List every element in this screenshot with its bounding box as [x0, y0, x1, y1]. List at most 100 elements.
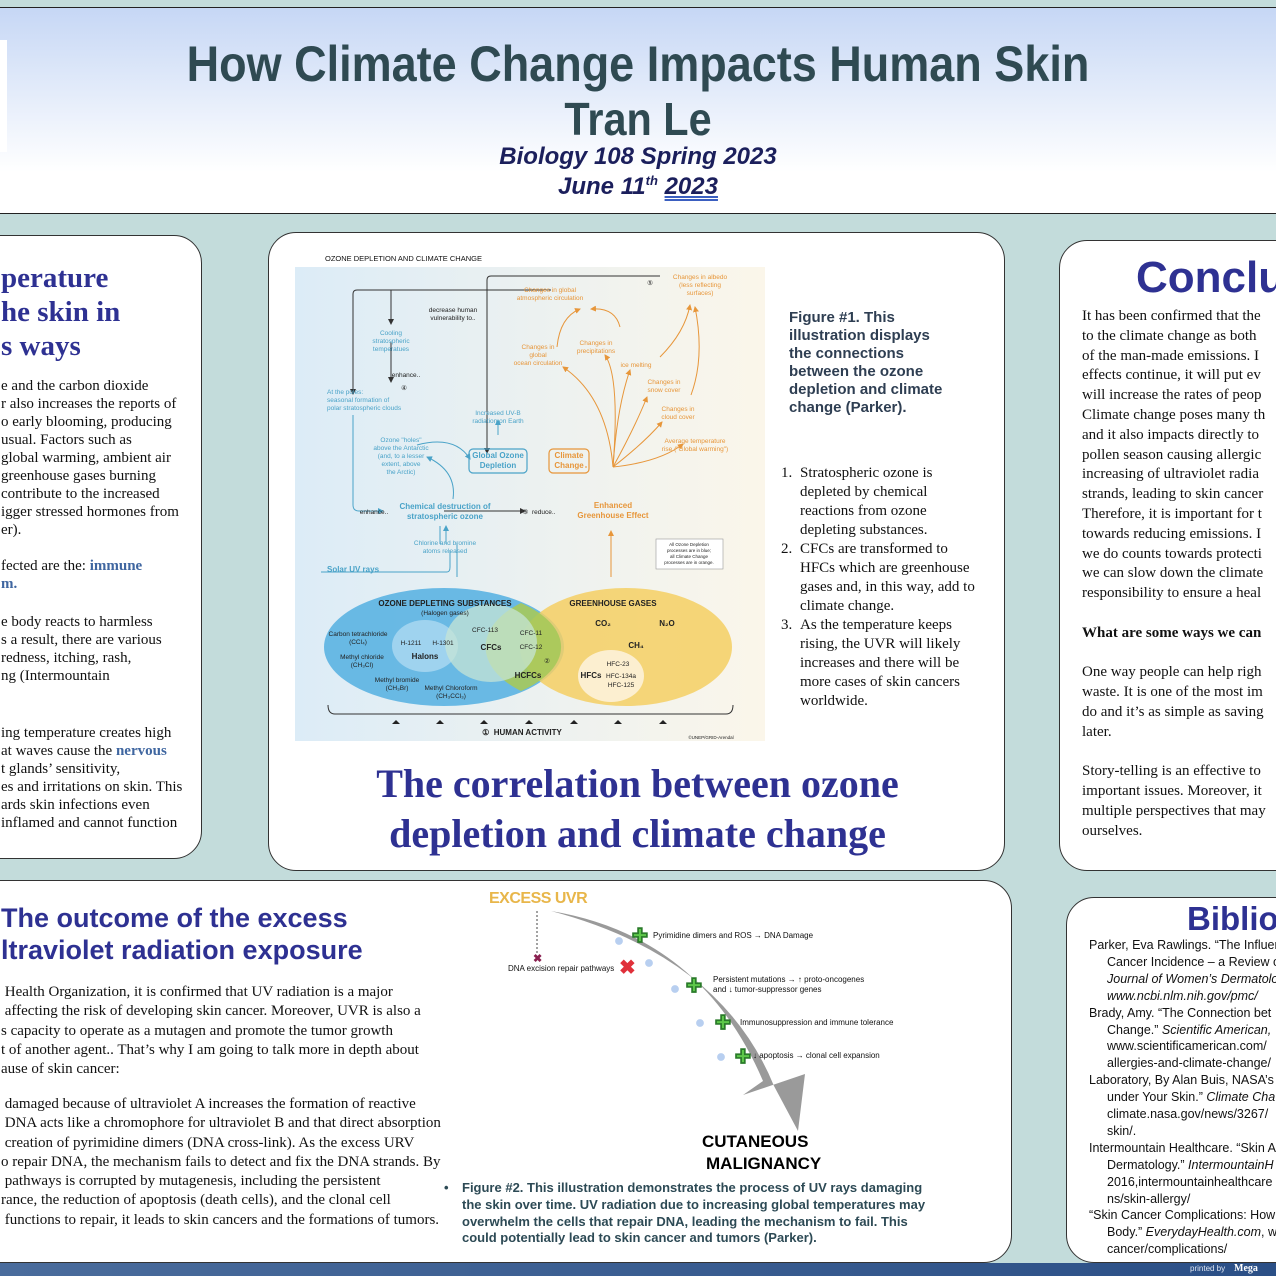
body-line: to the climate change as both [1082, 327, 1257, 344]
body-line: at waves cause the nervous [1, 743, 167, 760]
step-dots [613, 935, 727, 1063]
diagram-label-halons: Halons [411, 652, 439, 661]
citation-line: Dermatology.” IntermountainH [1107, 1158, 1274, 1172]
diagram-label-decrease: decrease human vulnerability to.. [428, 307, 478, 322]
diagram-label-hcfcs: HCFCs [514, 671, 542, 680]
body-line: Story-telling is an effective to [1082, 763, 1261, 780]
text: fected are the: [1, 558, 90, 574]
body-line: will increase the rates of peop [1082, 387, 1262, 404]
text: Change.” [1107, 1022, 1162, 1037]
list-line: climate change. [800, 598, 895, 614]
body-line: ards skin infections even [1, 797, 150, 813]
diagram-label-cfc11: CFC-11 [519, 630, 543, 637]
poster-title: How Climate Change Impacts Human Skin [186, 36, 1090, 92]
diagram-label-h1211: H-1211 [400, 640, 422, 647]
citation-line: Cancer Incidence – a Review o [1107, 954, 1276, 969]
body-line: e and the carbon dioxide [1, 378, 149, 394]
bibliography-heading: Biblio [1187, 900, 1276, 937]
citation-line: 2016,intermountainhealthcare [1107, 1174, 1273, 1189]
figure1-diagram: Changes in global atmospheric circulatio… [295, 267, 765, 741]
diagram-label-chem: Chemical destruction of stratospheric oz… [399, 502, 491, 521]
body-line: usual. Factors such as [1, 432, 132, 448]
list-number: 1. [781, 465, 793, 481]
diagram-label-halogen: (Halogen gases) [421, 610, 469, 617]
body-line: t of another agent.. That’s why I am goi… [1, 1041, 419, 1058]
figure1-title: OZONE DEPLETION AND CLIMATE CHANGE [325, 254, 482, 263]
text: IntermountainH [1188, 1157, 1274, 1172]
citation-line: ns/skin-allergy/ [1107, 1191, 1191, 1206]
diagram-label-note: All Ozone Depletion processes are in blu… [664, 542, 714, 565]
text: EverydayHealth.com [1145, 1225, 1261, 1240]
text: Climate Cha [1206, 1090, 1276, 1105]
diagram-label-cfc12: CFC-12 [519, 644, 543, 651]
citation-line: cancer/complications/ [1107, 1242, 1228, 1257]
highlight-system: m. [1, 576, 18, 592]
green-plus-icon: ✚ [715, 1013, 732, 1034]
text: at waves cause the [1, 743, 116, 759]
diagram-label-ghg: GREENHOUSE GASES [569, 599, 657, 608]
diagram-label-human: ① HUMAN ACTIVITY [482, 728, 562, 737]
citation-line: Brady, Amy. “The Connection bet [1089, 1005, 1272, 1020]
diagram-label-hfc125: HFC-125 [607, 682, 635, 689]
figure2-caption-line: the skin over time. UV radiation due to … [462, 1196, 926, 1212]
caption-line: Figure #1. This [789, 309, 895, 326]
diagram-label-albedo: Changes in albedo (less reflecting surfa… [672, 274, 728, 297]
body-line: fected are the: immune [1, 558, 142, 575]
diagram-label-co2: CO₂ [595, 619, 611, 628]
citation-line: “Skin Cancer Complications: How [1089, 1208, 1276, 1223]
diagram-label-poles: At the poles: seasonal formation of pola… [327, 389, 402, 412]
small-x-icon: ✖ [533, 953, 542, 965]
list-line: HFCs which are greenhouse [800, 560, 970, 576]
figure1-graphics [321, 275, 734, 724]
diagram-label-n4: ④ [401, 385, 407, 392]
outcome-line2: MALIGNANCY [706, 1154, 822, 1173]
body-line: strands, leading to skin cancer [1082, 486, 1264, 503]
diagram-label-ch4: CH₄ [628, 641, 644, 650]
citation-line: Parker, Eva Rawlings. “The Influen [1089, 938, 1276, 952]
citation-line: Body.” EverydayHealth.com, w [1107, 1225, 1276, 1239]
citation-line: Journal of Women’s Dermatolo [1107, 971, 1276, 986]
diagram-label-chlorine: Chlorine and bromine atoms released [413, 540, 477, 555]
body-line: pathways is corrupted by mutagenesis, in… [1, 1173, 381, 1190]
citation-line: www.ncbi.nlm.nih.gov/pmc/ [1107, 988, 1258, 1003]
citation-line: Laboratory, By Alan Buis, NASA’s J [1089, 1073, 1276, 1088]
left-heading-line: perature [1, 262, 109, 294]
poster-header: How Climate Change Impacts Human Skin Tr… [0, 7, 1276, 214]
body-line: we do counts towards protecti [1082, 545, 1262, 562]
body-line: and it also impacts directly to [1082, 426, 1260, 443]
author-name: Tran Le [564, 93, 712, 145]
diagram-label-ods: OZONE DEPLETING SUBSTANCES [378, 599, 512, 608]
diagram-label-cooling: Cooling stratospheric temperatues [372, 330, 410, 353]
diagram-label-precip: Changes in precipitations [576, 340, 616, 355]
diagram-label-solar: Solar UV rays [326, 565, 380, 574]
figure2-caption-line: could potentially lead to skin cancer an… [462, 1230, 817, 1246]
diagram-label-atm-circ: Changes in global atmospheric circulatio… [516, 287, 584, 302]
list-line: more cases of skin cancers [800, 674, 960, 690]
diagram-label-n5: ⑤ [647, 280, 653, 287]
body-line: affecting the risk of developing skin ca… [1, 1003, 421, 1020]
text: Scientific American, [1161, 1022, 1272, 1037]
body-line: t glands’ sensitivity, [1, 761, 121, 777]
diagram-label-reduce: ③ reduce.. [522, 509, 556, 516]
body-line: r also increases the reports of [1, 396, 177, 412]
green-plus-icon: ✚ [632, 926, 649, 947]
body-line: One way people can help righ [1082, 664, 1262, 681]
body-line: es and irritations on skin. This [1, 779, 183, 795]
highlight-immune: immune [89, 558, 143, 574]
diagram-label-enhance1: enhance.. [391, 372, 421, 379]
body-line: of the man-made emissions. I [1082, 347, 1260, 364]
body-line: rance, the reduction of apoptosis (death… [1, 1192, 391, 1209]
figure2-caption-line: Figure #2. This illustration demonstrate… [462, 1180, 923, 1195]
section-title-line1: The correlation between ozone [376, 761, 899, 806]
ozone-panel: OZONE DEPLETION AND CLIMATE CHANGE [268, 232, 1005, 871]
body-line: pollen season causing allergic [1082, 446, 1262, 463]
body-line: functions to repair, it leads to skin ca… [1, 1211, 440, 1228]
list-line: gases and, in this way, add to [800, 579, 975, 595]
diagram-label-ch3br: Methyl bromide (CH₃Br) [374, 677, 420, 692]
citation-line: allergies-and-climate-change/ [1107, 1056, 1271, 1071]
list-line: worldwide. [800, 693, 868, 709]
body-line: It has been confirmed that the [1082, 308, 1261, 324]
step-label: Pyrimidine dimers and ROS → DNA Damage [653, 931, 814, 940]
printer-logo: Mega [1234, 1263, 1258, 1274]
diagram-label-snow: Changes in snow cover [647, 379, 681, 394]
